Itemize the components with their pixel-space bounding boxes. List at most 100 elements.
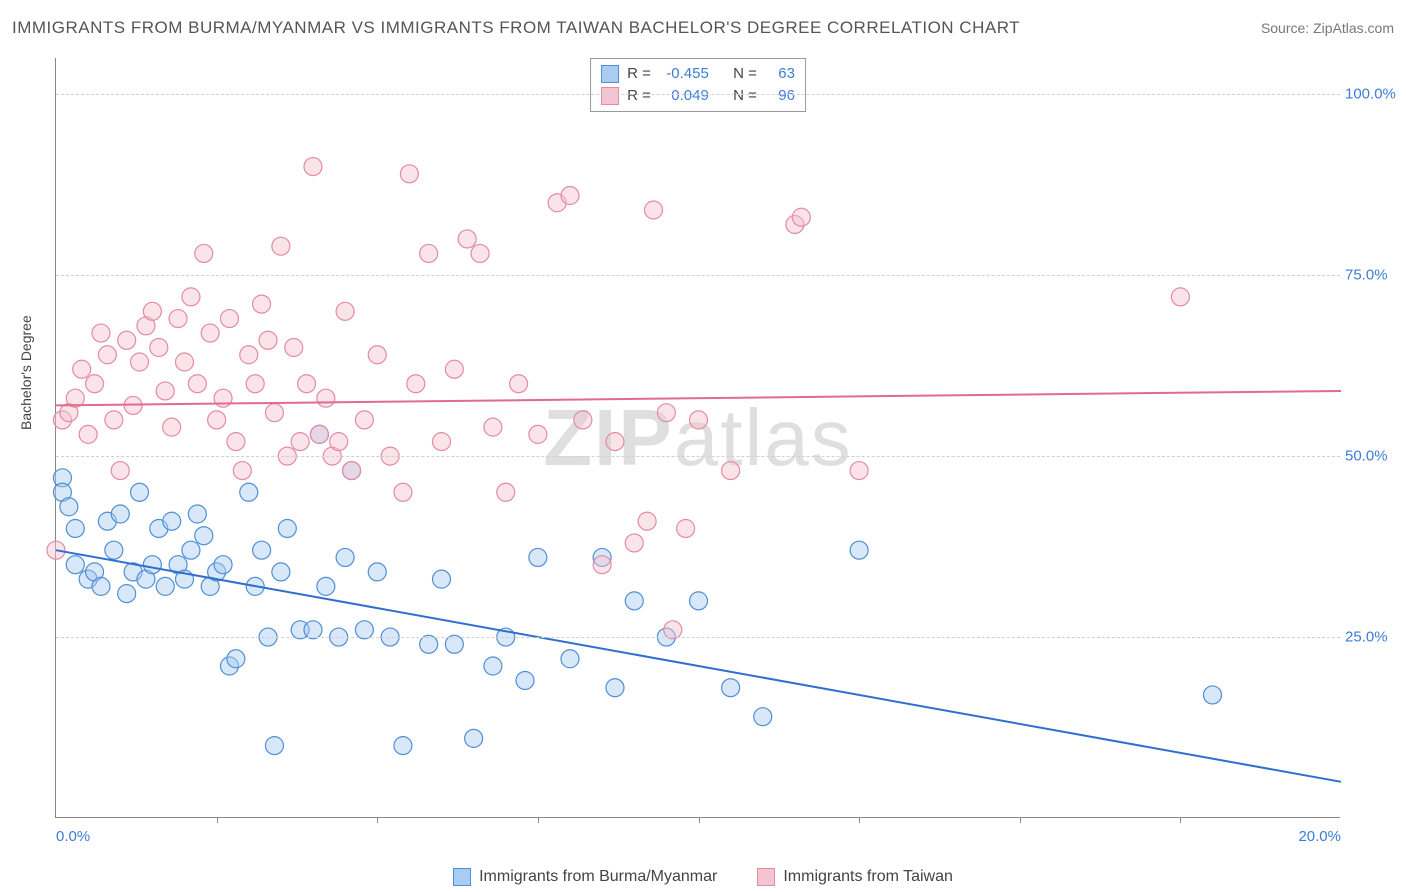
data-point xyxy=(593,556,611,574)
data-point xyxy=(105,411,123,429)
data-point xyxy=(336,548,354,566)
data-point xyxy=(265,737,283,755)
data-point xyxy=(201,324,219,342)
data-point xyxy=(690,411,708,429)
data-point xyxy=(368,346,386,364)
x-tick-mark xyxy=(1020,817,1021,823)
data-point xyxy=(150,339,168,357)
data-point xyxy=(407,375,425,393)
gridline xyxy=(56,637,1340,638)
data-point xyxy=(227,433,245,451)
data-point xyxy=(118,331,136,349)
n-value: 96 xyxy=(765,85,795,107)
data-point xyxy=(792,208,810,226)
r-value: -0.455 xyxy=(659,63,709,85)
data-point xyxy=(240,483,258,501)
data-point xyxy=(638,512,656,530)
data-point xyxy=(233,462,251,480)
trend-line xyxy=(56,550,1341,782)
data-point xyxy=(606,433,624,451)
gridline xyxy=(56,456,1340,457)
data-point xyxy=(92,324,110,342)
data-point xyxy=(79,425,97,443)
data-point xyxy=(433,433,451,451)
chart-area: ZIPatlas R =-0.455 N =63R =0.049 N =96 2… xyxy=(55,58,1340,818)
data-point xyxy=(484,418,502,436)
data-point xyxy=(92,577,110,595)
data-point xyxy=(722,462,740,480)
data-point xyxy=(176,353,194,371)
data-point xyxy=(220,310,238,328)
data-point xyxy=(850,462,868,480)
data-point xyxy=(253,541,271,559)
x-tick-mark xyxy=(538,817,539,823)
data-point xyxy=(690,592,708,610)
legend-bottom: Immigrants from Burma/MyanmarImmigrants … xyxy=(0,868,1406,886)
data-point xyxy=(677,519,695,537)
y-axis-label: Bachelor's Degree xyxy=(18,315,34,430)
gridline xyxy=(56,275,1340,276)
data-point xyxy=(561,187,579,205)
data-point xyxy=(722,679,740,697)
data-point xyxy=(330,433,348,451)
data-point xyxy=(143,556,161,574)
chart-title: IMMIGRANTS FROM BURMA/MYANMAR VS IMMIGRA… xyxy=(12,18,1020,38)
x-tick-mark xyxy=(859,817,860,823)
data-point xyxy=(561,650,579,668)
data-point xyxy=(471,244,489,262)
data-point xyxy=(182,541,200,559)
data-point xyxy=(510,375,528,393)
data-point xyxy=(131,483,149,501)
data-point xyxy=(195,527,213,545)
title-bar: IMMIGRANTS FROM BURMA/MYANMAR VS IMMIGRA… xyxy=(12,18,1394,38)
data-point xyxy=(1171,288,1189,306)
data-point xyxy=(420,244,438,262)
data-point xyxy=(246,375,264,393)
n-label: N = xyxy=(733,63,757,85)
data-point xyxy=(169,310,187,328)
n-label: N = xyxy=(733,85,757,107)
data-point xyxy=(156,577,174,595)
data-point xyxy=(195,244,213,262)
data-point xyxy=(484,657,502,675)
x-tick-label: 0.0% xyxy=(56,828,90,845)
data-point xyxy=(214,556,232,574)
data-point xyxy=(285,339,303,357)
legend-swatch xyxy=(453,868,471,886)
y-tick-label: 75.0% xyxy=(1345,267,1395,284)
r-label: R = xyxy=(627,63,651,85)
data-point xyxy=(188,505,206,523)
data-point xyxy=(105,541,123,559)
data-point xyxy=(272,563,290,581)
data-point xyxy=(497,483,515,501)
data-point xyxy=(529,425,547,443)
r-value: 0.049 xyxy=(659,85,709,107)
data-point xyxy=(66,556,84,574)
data-point xyxy=(754,708,772,726)
data-point xyxy=(66,519,84,537)
data-point xyxy=(98,346,116,364)
data-point xyxy=(343,462,361,480)
data-point xyxy=(433,570,451,588)
data-point xyxy=(1204,686,1222,704)
legend-label: Immigrants from Burma/Myanmar xyxy=(479,868,717,886)
n-value: 63 xyxy=(765,63,795,85)
data-point xyxy=(182,288,200,306)
data-point xyxy=(272,237,290,255)
data-point xyxy=(298,375,316,393)
legend-stat-row: R = -0.455 N = 63 xyxy=(601,63,795,85)
y-tick-label: 25.0% xyxy=(1345,629,1395,646)
data-point xyxy=(73,360,91,378)
data-point xyxy=(400,165,418,183)
x-tick-mark xyxy=(377,817,378,823)
data-point xyxy=(625,592,643,610)
data-point xyxy=(227,650,245,668)
data-point xyxy=(445,360,463,378)
data-point xyxy=(118,585,136,603)
data-point xyxy=(465,729,483,747)
y-tick-label: 50.0% xyxy=(1345,448,1395,465)
data-point xyxy=(850,541,868,559)
trend-line xyxy=(56,391,1341,405)
data-point xyxy=(60,498,78,516)
data-point xyxy=(394,483,412,501)
